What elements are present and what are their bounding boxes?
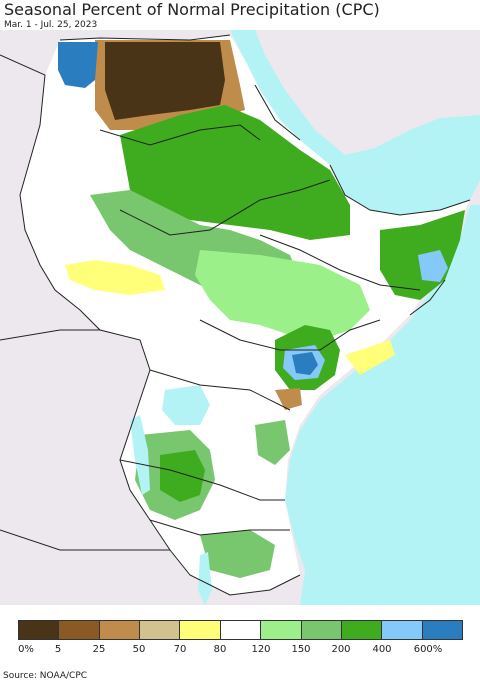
light-green-central <box>195 250 370 340</box>
legend-label: 200 <box>331 644 351 655</box>
source-credit: Source: NOAA/CPC <box>3 671 88 681</box>
legend-swatch <box>99 621 141 639</box>
legend-swatch <box>19 621 60 639</box>
arabia <box>255 30 480 155</box>
legend-label: 50 <box>132 644 146 655</box>
dry-north-core <box>105 42 225 120</box>
legend-swatch <box>59 621 100 639</box>
chart-title: Seasonal Percent of Normal Precipitation… <box>4 0 380 19</box>
green-sudan <box>120 105 350 240</box>
precipitation-map <box>0 30 480 605</box>
legend-swatch <box>422 621 462 639</box>
legend-label: 600% <box>413 644 443 655</box>
wet-nw <box>58 42 98 88</box>
yellow-coast <box>345 340 395 375</box>
darkblue-kenya <box>292 352 318 375</box>
legend-label: 120 <box>251 644 271 655</box>
green-coast <box>255 420 290 465</box>
date-range: Mar. 1 - Jul. 25, 2023 <box>4 20 98 30</box>
legend-label: 400 <box>372 644 392 655</box>
legend-swatch <box>140 621 181 639</box>
legend-label: 0% <box>18 644 34 655</box>
lake-tanganyika <box>130 415 150 495</box>
legend-label: 70 <box>173 644 187 655</box>
yellow-west <box>65 260 165 295</box>
blue-somalia <box>418 250 448 282</box>
legend-swatch <box>341 621 383 639</box>
legend-swatch <box>382 621 423 639</box>
legend-swatch <box>261 621 302 639</box>
lake-malawi <box>198 552 212 605</box>
gulf-aden <box>330 120 480 215</box>
country-borders <box>0 34 471 596</box>
green-south <box>200 530 275 578</box>
ocean-indian <box>285 205 480 605</box>
lake-victoria <box>162 385 210 425</box>
tan-coast <box>275 388 302 410</box>
color-legend <box>18 620 463 640</box>
green-tanzania-core <box>160 450 205 502</box>
legend-swatch <box>301 621 342 639</box>
legend-swatch <box>220 621 262 639</box>
legend-label: 5 <box>54 644 62 655</box>
legend-swatch <box>180 621 221 639</box>
legend-label: 150 <box>291 644 311 655</box>
legend-label: 80 <box>213 644 227 655</box>
legend-label: 25 <box>92 644 106 655</box>
legend-labels: 0% 5 25 50 70 80 120 150 200 400 600% <box>0 644 480 658</box>
